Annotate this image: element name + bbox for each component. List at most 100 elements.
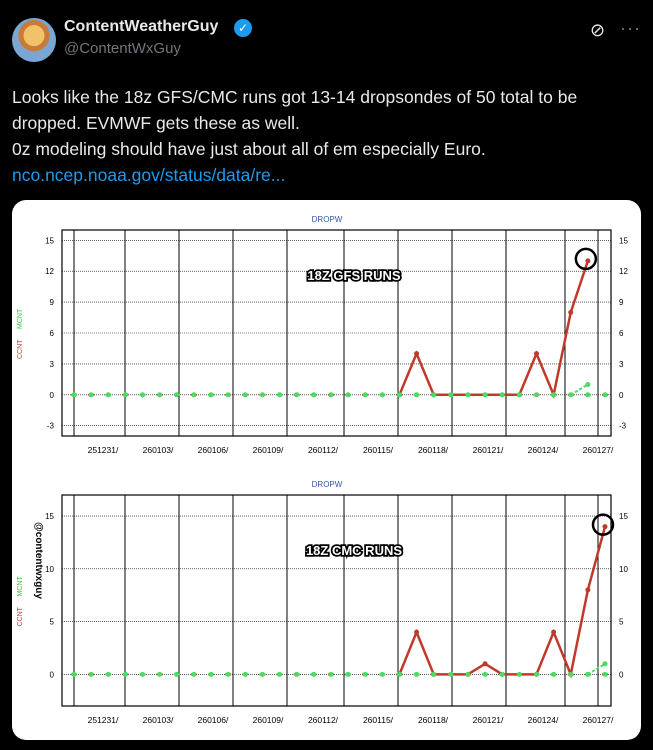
series-ccnt-point xyxy=(551,629,557,635)
series-mcnt-point xyxy=(396,392,402,398)
post-link[interactable]: nco.ncep.noaa.gov/status/data/re... xyxy=(12,165,286,185)
y-tick-label: -3 xyxy=(47,422,55,431)
post-image[interactable]: DROPW -3 -3 0 0 3 3 6 6 9 9 12 12 15 15 CCNT MCNT 251231/… xyxy=(12,200,641,740)
y-tick-label: 3 xyxy=(50,360,55,369)
series-mcnt-point xyxy=(482,392,488,398)
y-tick-label: 0 xyxy=(619,670,624,679)
series-mcnt-point xyxy=(379,392,385,398)
x-tick-label: 260121/ xyxy=(473,445,504,455)
series-mcnt-tail xyxy=(587,662,606,676)
series-mcnt-point xyxy=(431,671,437,677)
series-mcnt-point xyxy=(448,392,454,398)
series-mcnt-point xyxy=(122,392,128,398)
x-tick-label: 260118/ xyxy=(418,715,449,725)
y-tick-label: 5 xyxy=(50,618,55,627)
series-mcnt-point xyxy=(516,392,522,398)
x-tick-label: 260106/ xyxy=(198,715,229,725)
chart-title: DROPW xyxy=(312,215,343,224)
series-ccnt-point xyxy=(585,258,591,264)
series-mcnt-point xyxy=(602,661,608,667)
series-mcnt-point xyxy=(379,671,385,677)
x-tick-label: 260127/ xyxy=(583,715,614,725)
series-mcnt-point xyxy=(157,392,163,398)
post-text: Looks like the 18z GFS/CMC runs got 13-1… xyxy=(12,84,642,188)
x-tick-label: 260115/ xyxy=(363,445,394,455)
y-tick-label: 0 xyxy=(50,670,55,679)
watermark: @contentwxguy xyxy=(33,522,44,599)
series-mcnt-point xyxy=(294,392,300,398)
x-tick-label: 260121/ xyxy=(473,715,504,725)
highlight-circle xyxy=(574,247,598,271)
series-mcnt-point xyxy=(225,671,231,677)
series-mcnt-point xyxy=(105,671,111,677)
series-mcnt-point xyxy=(414,392,420,398)
y-tick-label: 6 xyxy=(619,329,624,338)
series-mcnt-point xyxy=(345,671,351,677)
y-tick-label: 0 xyxy=(50,391,55,400)
series-mcnt-point xyxy=(362,671,368,677)
y-tick-label: 6 xyxy=(50,329,55,338)
y-axis-label: CCNT xyxy=(17,606,24,626)
x-tick-label: 260112/ xyxy=(308,715,339,725)
series-mcnt-point xyxy=(140,392,146,398)
y-tick-label: 3 xyxy=(619,360,624,369)
y-tick-label: 15 xyxy=(619,236,628,245)
series-mcnt-point xyxy=(122,671,128,677)
series-mcnt-point xyxy=(311,392,317,398)
series-mcnt-point xyxy=(482,671,488,677)
y-axis-label: MCNT xyxy=(17,576,24,597)
author-handle[interactable]: @ContentWxGuy xyxy=(64,40,181,57)
series-mcnt-point xyxy=(551,392,557,398)
x-tick-label: 260124/ xyxy=(528,715,559,725)
avatar[interactable] xyxy=(12,18,56,62)
x-tick-label: 260109/ xyxy=(253,715,284,725)
series-mcnt-point xyxy=(294,671,300,677)
series-mcnt-point xyxy=(242,671,248,677)
series-mcnt-point xyxy=(551,671,557,677)
author-name[interactable]: ContentWeatherGuy xyxy=(64,18,219,35)
x-tick-label: 260124/ xyxy=(528,445,559,455)
series-mcnt-point xyxy=(499,392,505,398)
series-mcnt-point xyxy=(71,392,77,398)
x-tick-label: 260106/ xyxy=(198,445,229,455)
y-tick-label: 9 xyxy=(619,298,624,307)
series-mcnt-point xyxy=(465,392,471,398)
series-mcnt-point xyxy=(328,392,334,398)
overlay-label: 18Z GFS RUNS xyxy=(307,268,401,283)
series-mcnt-point xyxy=(259,392,265,398)
series-mcnt-point xyxy=(157,671,163,677)
more-options-icon[interactable]: ··· xyxy=(620,18,641,38)
series-mcnt-point xyxy=(414,671,420,677)
x-tick-label: 260115/ xyxy=(363,715,394,725)
series-mcnt-point xyxy=(225,392,231,398)
series-mcnt-point xyxy=(208,671,214,677)
grok-icon[interactable]: ⊘ xyxy=(590,20,606,40)
series-mcnt-point xyxy=(602,392,608,398)
y-axis-label: CCNT xyxy=(17,339,24,359)
series-ccnt-line xyxy=(398,526,607,679)
series-mcnt-point xyxy=(174,671,180,677)
x-tick-label: 260109/ xyxy=(253,445,284,455)
series-mcnt-point xyxy=(88,671,94,677)
series-ccnt-line xyxy=(398,260,590,400)
y-tick-label: 12 xyxy=(45,267,54,276)
series-mcnt-point xyxy=(568,671,574,677)
x-tick-label: 260118/ xyxy=(418,445,449,455)
series-mcnt-point xyxy=(88,392,94,398)
y-axis-label: MCNT xyxy=(17,308,24,329)
series-mcnt-point xyxy=(191,671,197,677)
y-tick-label: 12 xyxy=(619,267,628,276)
x-tick-label: 260127/ xyxy=(583,445,614,455)
series-mcnt-point xyxy=(499,671,505,677)
y-tick-label: 15 xyxy=(619,512,628,521)
series-mcnt-point xyxy=(602,671,608,677)
series-mcnt-point xyxy=(345,392,351,398)
series-ccnt-point xyxy=(533,351,539,357)
chart-title: DROPW xyxy=(312,480,343,489)
series-mcnt-point xyxy=(191,392,197,398)
series-ccnt-point xyxy=(585,587,591,593)
series-mcnt-point xyxy=(533,671,539,677)
series-mcnt-point xyxy=(396,671,402,677)
series-mcnt-point xyxy=(585,382,591,387)
y-tick-label: -3 xyxy=(619,422,627,431)
